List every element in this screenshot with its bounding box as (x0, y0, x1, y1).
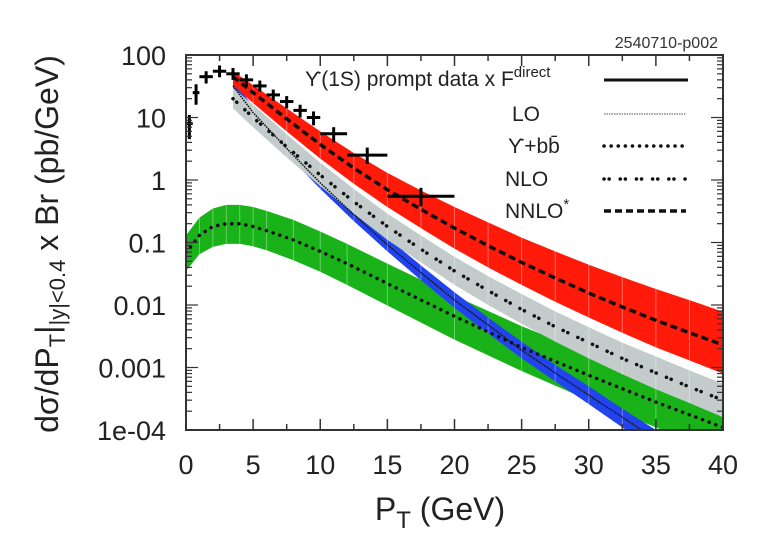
y-tick-label: 0.001 (98, 354, 166, 384)
data-points-layer (186, 65, 455, 207)
ticks-layer (185, 55, 724, 431)
x-tick-label: 40 (708, 450, 738, 480)
data-point (199, 71, 213, 84)
y-tick-label: 0.1 (128, 229, 166, 259)
data-point (192, 84, 200, 105)
legend-entry: LO (512, 103, 686, 126)
data-point (320, 127, 348, 143)
x-tick-label: 15 (372, 450, 402, 480)
legend-label: NNLO* (505, 196, 569, 223)
y-tick-label: 1e-04 (97, 416, 166, 446)
lines-layer (186, 75, 723, 430)
x-tick-label: 5 (246, 450, 261, 480)
legend-entry: NNLO* (505, 196, 686, 223)
y-axis-title: dσ/dPT||y|<0.4 x Br (pb/GeV) (29, 55, 70, 433)
data-point (266, 89, 280, 101)
data-point (293, 104, 307, 118)
legend-entry: ϒ+bb̄ (508, 135, 688, 158)
x-tick-label: 10 (305, 450, 335, 480)
x-axis-title: PT (GeV) (375, 491, 505, 534)
data-point (239, 74, 254, 86)
data-point (226, 67, 240, 80)
x-tick-label: 20 (439, 450, 469, 480)
data-point (387, 187, 455, 207)
legend-label: NLO (505, 168, 548, 191)
central-line-0 (186, 221, 723, 430)
y-tick-label: 0.01 (113, 291, 166, 321)
x-tick-label: 35 (641, 450, 671, 480)
central-line-3 (231, 75, 723, 347)
data-point (306, 111, 321, 126)
y-tick-label: 10 (136, 104, 166, 134)
data-point (212, 65, 227, 78)
figure-id: 2540710-p002 (615, 35, 718, 52)
legend-label: LO (512, 103, 540, 126)
data-point (279, 96, 294, 109)
x-tick-labels: 0 5 10 15 20 25 30 35 40 (178, 450, 738, 480)
legend: ϒ(1S) prompt data x Fdirect LO ϒ+bb̄ NLO NNL… (305, 64, 688, 223)
y-tick-labels: 100 10 1 0.1 0.01 0.001 1e-04 (97, 41, 166, 446)
band-0 (186, 204, 723, 430)
y-tick-label: 1 (151, 166, 166, 196)
legend-label: ϒ(1S) prompt data x Fdirect (305, 64, 551, 91)
x-tick-label: 30 (574, 450, 604, 480)
legend-entry: ϒ(1S) prompt data x Fdirect (305, 64, 688, 91)
band-2 (233, 87, 723, 418)
x-tick-label: 0 (178, 450, 193, 480)
x-tick-label: 25 (507, 450, 537, 480)
legend-label: ϒ+bb̄ (508, 135, 560, 158)
data-point (347, 147, 388, 165)
data-point (253, 80, 267, 92)
legend-entry: NLO (505, 168, 688, 191)
y-tick-label: 100 (121, 41, 166, 71)
central-line-1 (232, 85, 643, 430)
